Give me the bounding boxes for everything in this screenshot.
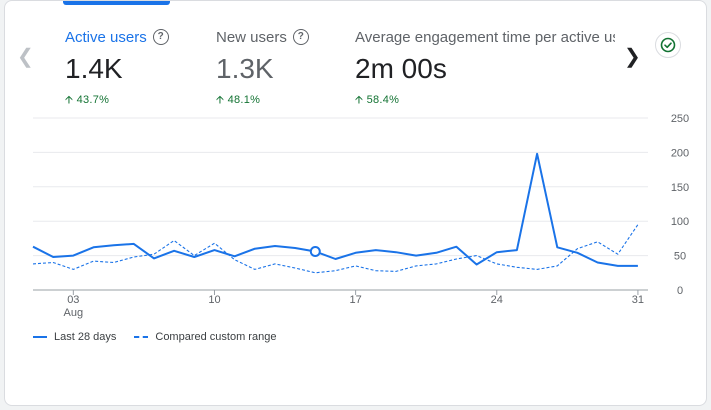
chevron-left-icon[interactable]: ❮ bbox=[17, 46, 34, 68]
metric-value: 2m 00s bbox=[355, 53, 447, 84]
highlight-point bbox=[309, 245, 321, 257]
arrow-up-icon: 🡩 bbox=[65, 94, 74, 106]
x-tick-label: 03 bbox=[67, 294, 79, 306]
metric-tab-engagement-time[interactable]: Average engagement time per active user … bbox=[355, 27, 615, 110]
legend-swatch-dashed bbox=[134, 336, 149, 338]
metric-label-row: New users ? bbox=[216, 27, 309, 47]
series-line-current bbox=[32, 152, 638, 267]
legend-label: Compared custom range bbox=[155, 331, 277, 343]
chevron-right-icon[interactable]: ❯ bbox=[624, 46, 641, 68]
check-circle-icon[interactable] bbox=[655, 32, 681, 58]
x-tick-label: 17 bbox=[349, 294, 361, 306]
metric-label: New users bbox=[216, 28, 287, 46]
y-tick-label: 200 bbox=[671, 147, 689, 159]
x-tick-sublabel: Aug bbox=[64, 307, 84, 319]
y-tick-label: 100 bbox=[671, 216, 689, 228]
metric-label-row: Active users ? bbox=[65, 27, 169, 47]
metric-change: 🡩 58.4% bbox=[355, 91, 615, 110]
metric-label-row: Average engagement time per active user bbox=[355, 27, 615, 47]
metric-value: 1.3K bbox=[216, 53, 274, 84]
check-circle-glyph bbox=[660, 37, 676, 53]
legend-swatch-solid bbox=[33, 336, 47, 338]
y-tick-label: 150 bbox=[671, 182, 689, 194]
analytics-card: ❮ Active users ? 1.4K 🡩 43.7% New users … bbox=[4, 0, 707, 406]
legend-label: Last 28 days bbox=[54, 331, 117, 343]
arrow-up-icon: 🡩 bbox=[216, 94, 225, 106]
y-tick-label: 0 bbox=[677, 285, 683, 297]
metric-change-value: 48.1% bbox=[227, 94, 261, 106]
metric-label: Active users bbox=[65, 28, 147, 46]
x-tick-label: 10 bbox=[208, 294, 220, 306]
help-circle-icon[interactable]: ? bbox=[292, 29, 309, 45]
active-tab-indicator bbox=[63, 1, 170, 5]
metric-tab-new-users[interactable]: New users ? 1.3K 🡩 48.1% bbox=[216, 27, 309, 110]
metric-change: 🡩 48.1% bbox=[216, 91, 309, 110]
metric-value: 1.4K bbox=[65, 53, 123, 84]
x-tick-label: 24 bbox=[491, 294, 503, 306]
metric-tab-active-users[interactable]: Active users ? 1.4K 🡩 43.7% bbox=[65, 27, 169, 110]
series-line-compared bbox=[32, 224, 639, 274]
help-circle-icon[interactable]: ? bbox=[152, 29, 169, 45]
metric-change-value: 43.7% bbox=[76, 94, 110, 106]
x-tick-label: 31 bbox=[632, 294, 644, 306]
legend-item-compared[interactable]: Compared custom range bbox=[134, 331, 276, 343]
arrow-up-icon: 🡩 bbox=[355, 94, 364, 106]
metric-change-value: 58.4% bbox=[366, 94, 400, 106]
y-tick-label: 50 bbox=[674, 251, 686, 263]
legend-item-current[interactable]: Last 28 days bbox=[33, 331, 116, 343]
chart-legend: Last 28 days Compared custom range bbox=[33, 331, 276, 343]
y-tick-label: 250 bbox=[671, 113, 689, 125]
metric-label: Average engagement time per active user bbox=[355, 28, 615, 46]
metric-change: 🡩 43.7% bbox=[65, 91, 169, 110]
